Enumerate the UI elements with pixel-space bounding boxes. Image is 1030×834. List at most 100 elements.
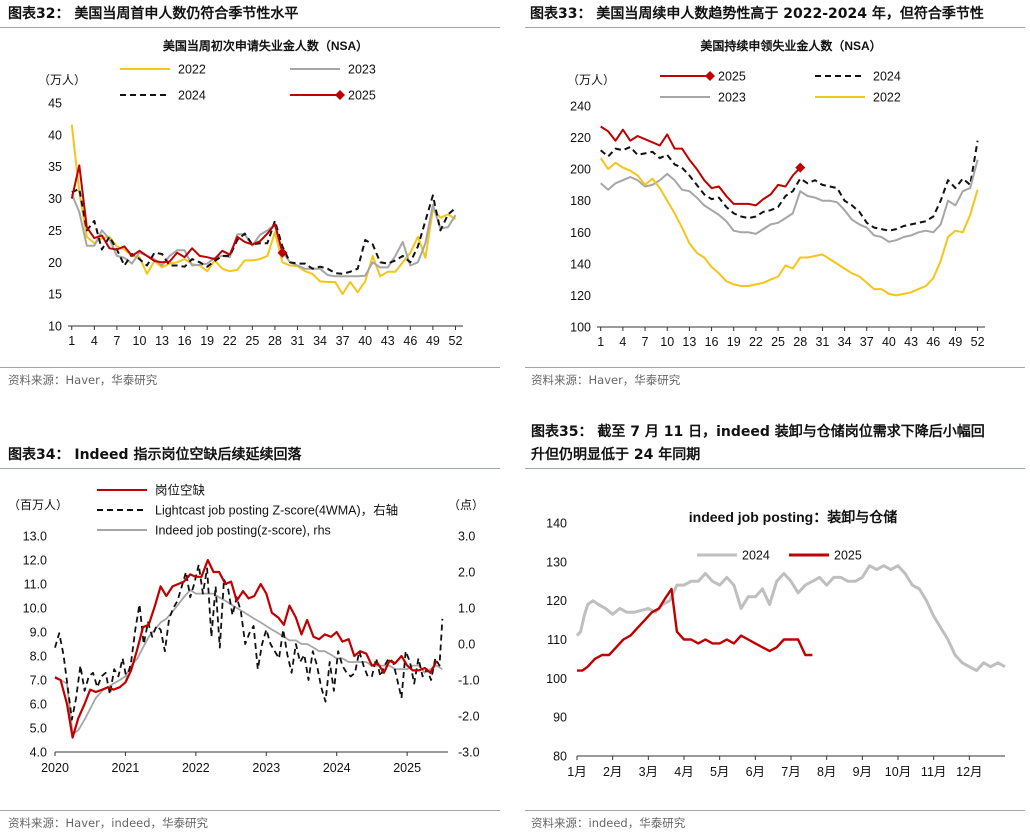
x-tick-label: 2023	[252, 761, 280, 775]
source-rule	[0, 367, 500, 368]
series-line-2023	[600, 159, 979, 243]
chart-title: indeed job posting：装卸与仓储	[689, 509, 897, 525]
y-tick-label: 30	[48, 192, 62, 206]
title-rule	[0, 27, 500, 28]
y-axis-label: （万人）	[38, 73, 86, 87]
y-tick-label-left: 5.0	[30, 722, 47, 736]
x-tick-label: 28	[793, 335, 807, 349]
legend-label: 2024	[178, 89, 206, 103]
y-tick-label-right: 3.0	[458, 530, 475, 544]
x-tick-label: 22	[749, 335, 763, 349]
x-tick-label: 37	[336, 334, 350, 348]
y-tick-label: 100	[546, 672, 567, 686]
chart-indeed-openings: （百万人） （点） 4.0 5.0 6.0 7.0 8.0 9.0 10.0 11.0 12.0 13…	[8, 483, 484, 776]
figure-title: 图表32： 美国当周首申人数仍符合季节性水平	[8, 6, 299, 22]
legend-label: 2025	[348, 89, 376, 103]
x-tick-label: 16	[705, 335, 719, 349]
x-tick-label: 7	[113, 334, 120, 348]
series-end-marker	[795, 162, 806, 173]
x-tick-label: 10	[133, 334, 147, 348]
y-tick-label: 130	[546, 555, 567, 569]
y-tick-label: 20	[48, 256, 62, 270]
source-rule	[525, 810, 1025, 811]
y-tick-label: 10	[48, 320, 62, 334]
legend-label: 2023	[718, 91, 746, 105]
x-tick-label: 28	[268, 334, 282, 348]
series-line-2025	[577, 587, 813, 672]
y-tick-label-right: 1.0	[458, 602, 475, 616]
y-axis-label: （万人）	[567, 73, 615, 87]
legend-label: 2022	[873, 91, 901, 105]
x-tick-label: 40	[358, 334, 372, 348]
x-tick-label: 8月	[817, 765, 836, 779]
series-line-lightcast-job-posting-z-score-4wma	[54, 563, 444, 721]
series-line-2025	[600, 125, 801, 207]
chart-title: 美国当周初次申请失业金人数（NSA）	[163, 38, 368, 53]
series-line-indeed-job-posting-z-score-rhs	[54, 589, 443, 735]
y-tick-label: 140	[546, 517, 567, 531]
chart-title: 美国持续申领失业金人数（NSA）	[700, 38, 881, 53]
y-tick-label: 120	[546, 594, 567, 608]
figure-title-line2: 升但仍明显低于 24 年同期	[531, 447, 701, 463]
x-tick-label: 2月	[603, 765, 622, 779]
y-tick-label-left: 4.0	[30, 746, 47, 760]
x-tick-label: 4月	[674, 765, 693, 779]
legend-marker	[335, 90, 345, 100]
x-tick-label: 49	[948, 335, 962, 349]
x-tick-label: 2021	[112, 761, 140, 775]
x-tick-label: 19	[727, 335, 741, 349]
y-tick-label-right: 0.0	[458, 638, 475, 652]
y-tick-label: 120	[570, 289, 591, 303]
x-tick-label: 6月	[746, 765, 765, 779]
x-tick-label: 37	[860, 335, 874, 349]
title-rule	[0, 468, 500, 469]
title-rule	[525, 27, 1025, 28]
y-tick-label-left: 6.0	[30, 698, 47, 712]
series-line-2024	[71, 188, 457, 275]
source-note: 资料来源：Haver，华泰研究	[8, 373, 158, 387]
y-tick-label: 35	[48, 160, 62, 174]
y-tick-label-left: 13.0	[23, 530, 47, 544]
x-tick-label: 2025	[393, 761, 421, 775]
y-tick-label-left: 11.0	[24, 578, 47, 592]
legend-label: 2024	[742, 549, 770, 563]
x-tick-label: 11月	[921, 765, 946, 779]
legend-label: 2025	[834, 549, 862, 563]
source-rule	[525, 367, 1025, 368]
x-tick-label: 13	[155, 334, 169, 348]
y-tick-label-right: -2.0	[458, 710, 480, 724]
legend-label: 2022	[178, 63, 206, 77]
source-rule	[0, 810, 500, 811]
legend-marker	[705, 71, 715, 81]
legend-label: 2025	[718, 70, 746, 84]
x-tick-label: 13	[682, 335, 696, 349]
x-tick-label: 52	[971, 335, 985, 349]
y-tick-label: 90	[553, 711, 567, 725]
x-tick-label: 1月	[567, 765, 586, 779]
series-line-2024	[600, 140, 979, 232]
y-tick-label-left: 7.0	[30, 674, 47, 688]
x-tick-label: 1	[68, 334, 75, 348]
y-tick-label: 220	[570, 131, 591, 145]
x-tick-label: 5月	[710, 765, 729, 779]
y-tick-label-left: 9.0	[30, 626, 47, 640]
y-tick-label: 100	[570, 321, 591, 335]
title-rule	[525, 468, 1025, 469]
y-tick-label: 45	[48, 97, 62, 111]
y-tick-label-right: -3.0	[458, 746, 480, 760]
y-axis-label-left: （百万人）	[8, 498, 68, 512]
x-tick-label: 46	[926, 335, 940, 349]
source-note: 资料来源：Haver，华泰研究	[531, 373, 681, 387]
series-line-2024	[575, 564, 1006, 673]
chart-indeed-warehousing: indeed job posting：装卸与仓储 80 90 100 110 120 130…	[546, 509, 1006, 779]
y-tick-label: 180	[570, 194, 591, 208]
x-tick-label: 22	[223, 334, 237, 348]
x-tick-label: 1	[597, 335, 604, 349]
y-tick-label-left: 10.0	[23, 602, 47, 616]
y-tick-label: 15	[48, 288, 62, 302]
x-tick-label: 34	[838, 335, 852, 349]
y-tick-label: 40	[48, 128, 62, 142]
x-tick-label: 46	[403, 334, 417, 348]
series-line-	[54, 558, 438, 739]
x-tick-label: 7月	[781, 765, 800, 779]
